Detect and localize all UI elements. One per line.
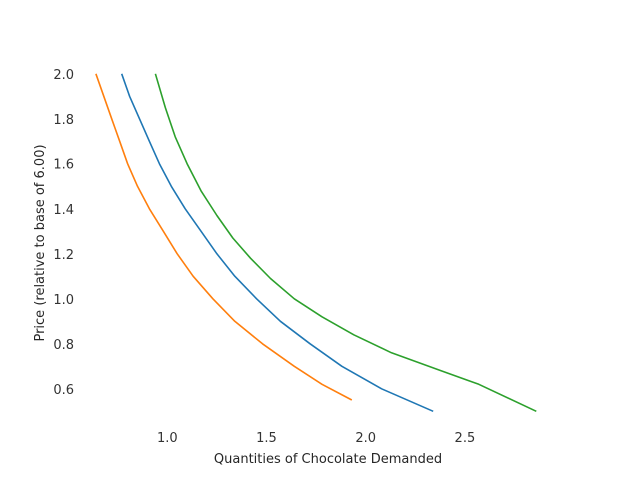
y-tick-label: 0.8: [53, 338, 74, 353]
y-tick-label: 1.2: [53, 248, 74, 263]
x-tick-labels: 1.0 1.5 2.0 2.5: [157, 431, 475, 446]
x-tick-label: 1.5: [256, 431, 277, 446]
y-tick-label: 2.0: [53, 68, 74, 83]
x-tick-label: 1.0: [157, 431, 178, 446]
series-line-1: [120, 73, 434, 413]
y-tick-labels: 0.6 0.8 1.0 1.2 1.4 1.6 1.8 2.0: [53, 68, 74, 398]
x-axis-label: Quantities of Chocolate Demanded: [214, 452, 442, 467]
x-tick-label: 2.5: [455, 431, 476, 446]
y-tick-label: 1.8: [53, 113, 74, 128]
y-tick-label: 0.6: [53, 383, 74, 398]
series-line-3: [154, 73, 537, 413]
series-group: [95, 73, 537, 413]
y-axis-label: Price (relative to base of 6.00): [33, 144, 48, 341]
y-tick-label: 1.4: [53, 203, 74, 218]
y-tick-label: 1.6: [53, 158, 74, 173]
x-tick-label: 2.0: [355, 431, 376, 446]
y-tick-label: 1.0: [53, 293, 74, 308]
series-line-2: [95, 73, 353, 401]
